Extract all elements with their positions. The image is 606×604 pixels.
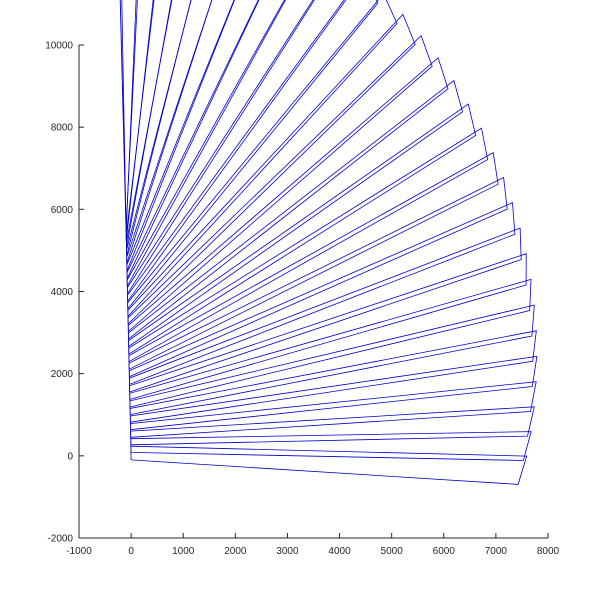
x-tick-label: 8000 [537,546,560,557]
y-tick-label: 8000 [51,123,74,134]
x-tick-label: 7000 [485,546,508,557]
y-tick-label: 2000 [51,369,74,380]
x-tick-label: 1000 [172,546,195,557]
x-tick-label: 2000 [224,546,247,557]
x-tick-label: 0 [128,546,134,557]
fan-segment [119,0,127,226]
y-tick-label: 10000 [45,41,73,52]
y-tick-label: -2000 [47,534,73,545]
plot-area [119,0,538,485]
x-tick-label: 5000 [381,546,404,557]
y-tick-label: 6000 [51,205,74,216]
x-tick-label: 4000 [328,546,351,557]
x-tick-label: -1000 [66,546,92,557]
y-tick-label: 4000 [51,287,74,298]
x-tick-label: 6000 [433,546,456,557]
axes: -1000 0 1000 2000 3000 4000 5000 6000 7000 8000 -2… [45,41,559,558]
y-tick-label: 0 [67,451,73,462]
x-tick-label: 3000 [276,546,299,557]
